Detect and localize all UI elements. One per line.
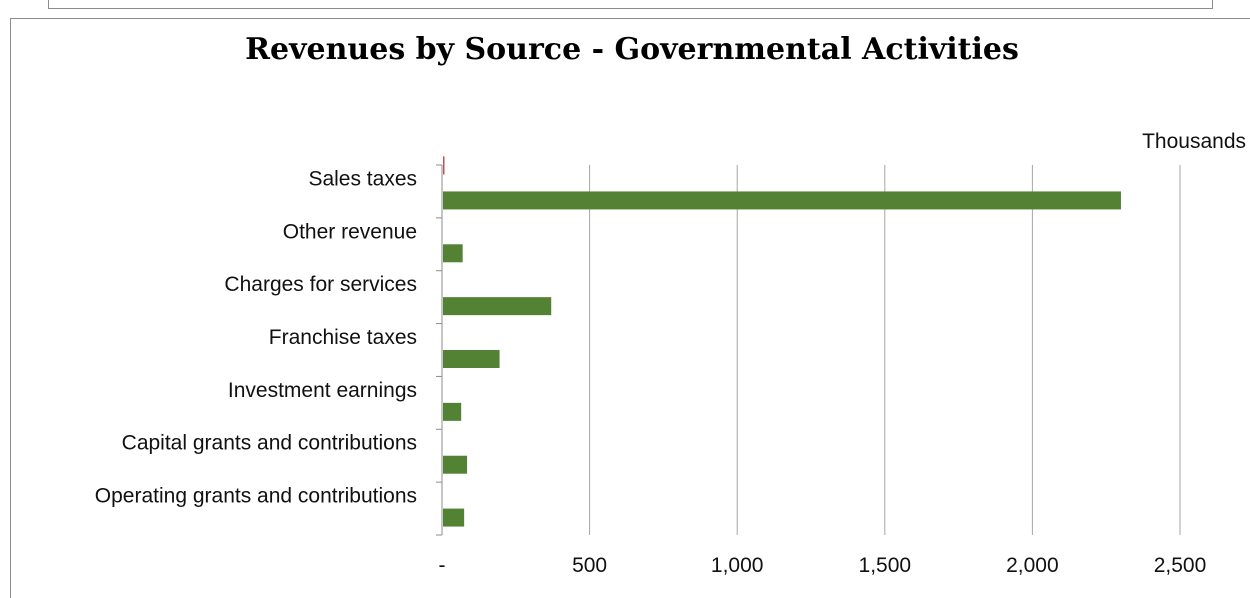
gridlines bbox=[589, 165, 1181, 535]
bar bbox=[443, 191, 1121, 210]
category-label: Capital grants and contributions bbox=[122, 432, 417, 455]
tick-label: 1,000 bbox=[711, 554, 764, 577]
bar bbox=[443, 156, 445, 175]
tick-label: 2,000 bbox=[1006, 554, 1059, 577]
value-axis bbox=[436, 164, 443, 536]
category-label: Charges for services bbox=[224, 273, 417, 296]
top-frame bbox=[48, 0, 1213, 9]
category-label: Franchise taxes bbox=[269, 326, 417, 349]
units-label: Thousands bbox=[1142, 130, 1246, 153]
chart-title: Revenues by Source - Governmental Activi… bbox=[245, 32, 1019, 67]
tick-label: 500 bbox=[572, 554, 607, 577]
bars bbox=[443, 156, 1121, 527]
bar-chart: Sales taxes Other revenue Charges for serv… bbox=[95, 156, 1207, 577]
bar bbox=[443, 455, 468, 474]
bar bbox=[443, 402, 462, 421]
category-labels: Sales taxes Other revenue Charges for serv… bbox=[95, 167, 417, 507]
category-label: Sales taxes bbox=[308, 167, 417, 190]
tick-label: 2,500 bbox=[1154, 554, 1207, 577]
tick-label: - bbox=[439, 554, 446, 577]
category-label: Operating grants and contributions bbox=[95, 485, 417, 508]
tick-labels: - 500 1,000 1,500 2,000 2,500 bbox=[439, 554, 1207, 577]
category-label: Investment earnings bbox=[228, 379, 417, 402]
bar bbox=[443, 244, 463, 263]
bar bbox=[443, 350, 500, 368]
bar bbox=[443, 508, 465, 527]
chart-frame bbox=[10, 18, 1250, 598]
bar bbox=[443, 297, 552, 316]
tick-label: 1,500 bbox=[859, 554, 912, 577]
category-label: Other revenue bbox=[283, 220, 417, 243]
